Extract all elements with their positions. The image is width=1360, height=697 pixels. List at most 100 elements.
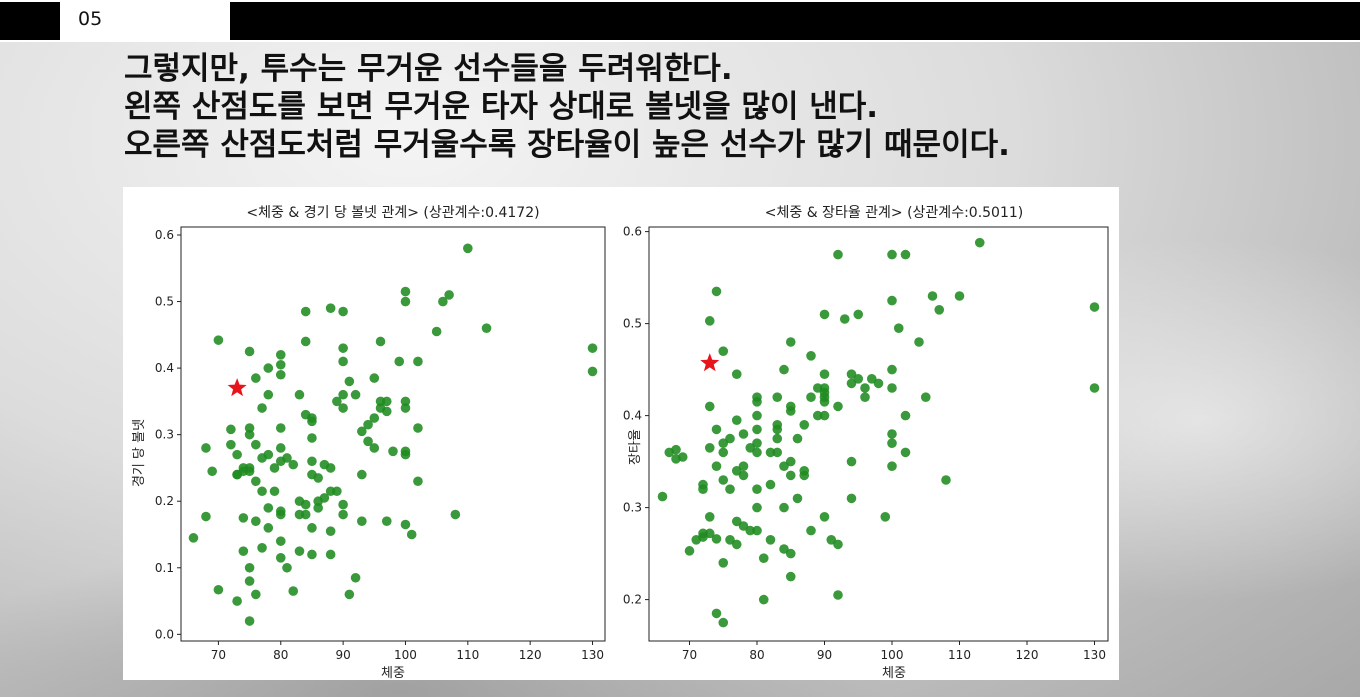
scatter-point — [765, 535, 776, 545]
scatter-point — [325, 463, 336, 473]
x-tick-label: 120 — [1016, 648, 1039, 662]
scatter-chart-walks: <체중 & 경기 당 볼넷 관계> (상관계수:0.4172) 체중 경기 당 … — [132, 205, 606, 681]
scatter-point — [752, 484, 762, 495]
scatter-point — [587, 366, 598, 377]
x-axis-label: 체중 — [882, 666, 906, 680]
scatter-point — [927, 291, 938, 301]
scatter-point — [704, 512, 715, 522]
scatter-point — [806, 392, 816, 402]
scatter-point — [294, 546, 305, 556]
scatter-point — [257, 486, 267, 497]
scatter-point — [406, 529, 417, 540]
scatter-point — [752, 525, 762, 536]
scatter-point — [846, 369, 857, 379]
scatter-point — [772, 392, 783, 402]
scatter-point — [300, 306, 311, 317]
scatter-point — [400, 296, 411, 307]
scatter-point — [275, 509, 286, 520]
scatter-point — [758, 594, 769, 605]
scatter-point — [954, 291, 965, 301]
scatter-point — [853, 309, 864, 320]
scatter-point — [338, 499, 348, 510]
scatter-point — [257, 543, 267, 553]
scatter-point — [1089, 383, 1100, 393]
y-tick-label: 0.6 — [623, 225, 642, 239]
plot-frame — [180, 226, 606, 642]
y-tick-label: 0.5 — [623, 317, 642, 331]
scatter-point — [839, 314, 850, 324]
x-tick-label: 130 — [1083, 648, 1106, 662]
scatter-point — [201, 511, 211, 522]
scatter-point — [275, 536, 286, 546]
scatter-point — [188, 533, 199, 543]
scatter-point — [684, 546, 695, 556]
scatter-point — [232, 449, 242, 460]
scatter-point — [369, 413, 380, 423]
scatter-point — [251, 439, 261, 450]
scatter-point — [381, 396, 392, 407]
scatter-point — [400, 519, 411, 530]
scatter-point — [779, 364, 789, 375]
scatter-point — [671, 444, 681, 455]
y-tick-label: 0.4 — [623, 409, 642, 423]
scatter-point — [338, 356, 348, 367]
scatter-point — [893, 323, 904, 333]
scatter-point — [833, 590, 843, 600]
scatter-point — [900, 410, 911, 421]
scatter-point — [307, 523, 317, 533]
scatter-point — [481, 323, 492, 333]
scatter-point — [792, 493, 803, 504]
scatter-point — [846, 456, 857, 467]
x-tick-label: 70 — [682, 648, 697, 662]
scatter-point — [704, 443, 715, 453]
scatter-point — [275, 443, 286, 453]
scatter-point — [785, 548, 796, 559]
x-tick-label: 90 — [335, 648, 350, 662]
scatter-point — [344, 589, 355, 600]
scatter-point — [745, 443, 756, 453]
scatter-point — [438, 296, 448, 307]
y-tick-label: 0.2 — [623, 593, 642, 607]
scatter-point — [350, 389, 361, 400]
plot-area: 70 80 90 100 110 120 130 0.2 0.3 0.4 0.5 0.6 — [623, 225, 1109, 662]
scatter-point — [319, 493, 330, 503]
scatter-point — [711, 461, 722, 472]
scatter-point — [338, 509, 348, 520]
scatter-point — [251, 476, 261, 487]
scatter-point — [752, 397, 762, 407]
scatter-point — [275, 369, 286, 380]
scatter-point — [381, 516, 392, 526]
scatter-point — [357, 469, 367, 480]
scatter-point — [413, 476, 423, 487]
scatter-point — [313, 503, 323, 513]
scatter-point — [263, 389, 274, 400]
scatter-point — [282, 453, 292, 463]
scatter-point — [450, 509, 461, 520]
scatter-point — [325, 303, 336, 314]
y-tick-label: 0.6 — [155, 228, 174, 242]
scatter-point — [752, 502, 762, 513]
chart-panel: <체중 & 경기 당 볼넷 관계> (상관계수:0.4172) 체중 경기 당 … — [123, 187, 1119, 681]
scatter-point — [300, 509, 311, 520]
x-tick-label: 130 — [581, 648, 604, 662]
scatter-point — [799, 420, 810, 430]
scatter-point — [819, 512, 830, 522]
scatter-point — [860, 392, 870, 402]
scatter-point — [275, 359, 286, 370]
scatter-point — [819, 309, 830, 320]
scatter-point — [738, 521, 749, 531]
scatter-point — [251, 589, 261, 600]
scatter-point — [226, 439, 236, 450]
scatter-point — [772, 433, 783, 444]
scatter-point — [238, 546, 249, 556]
scatter-chart-slugging: <체중 & 장타율 관계> (상관계수:0.5011) 체중 장타율 70 80 9… — [623, 205, 1109, 681]
scatter-point — [338, 403, 348, 413]
scatter-point — [325, 549, 336, 560]
scatter-point — [325, 526, 336, 536]
scatter-point — [300, 499, 311, 510]
scatter-point — [344, 376, 355, 387]
y-tick-label: 0.1 — [155, 561, 174, 575]
x-tick-label: 110 — [456, 648, 479, 662]
scatter-point — [785, 470, 796, 481]
scatter-point — [718, 346, 729, 356]
